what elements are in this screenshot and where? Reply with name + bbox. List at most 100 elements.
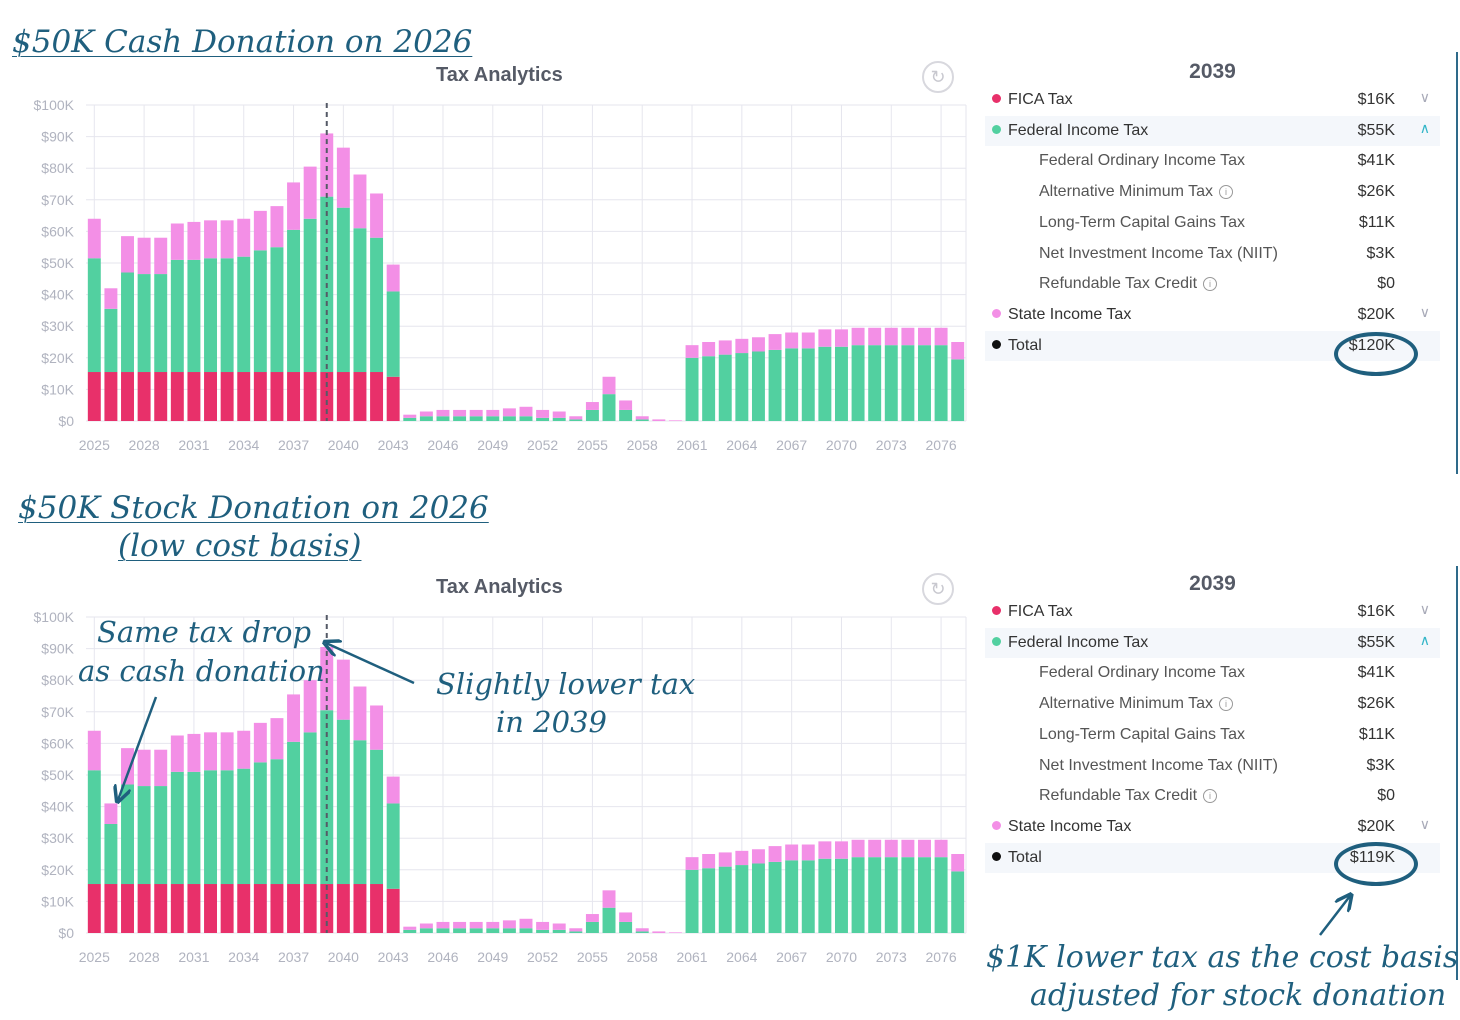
bar-segment bbox=[585, 402, 599, 410]
bar-segment bbox=[370, 372, 384, 421]
bar-segment bbox=[851, 345, 865, 421]
bar-segment bbox=[718, 354, 732, 421]
bar-segment bbox=[403, 414, 417, 418]
reset-icon[interactable]: ↻ bbox=[922, 573, 954, 605]
bar-segment bbox=[320, 133, 334, 197]
bar-segment bbox=[884, 327, 898, 346]
bar-segment bbox=[386, 776, 400, 804]
bar-segment bbox=[469, 921, 483, 929]
tax-row-federal-ordinary-income-tax: Federal Ordinary Income Tax $41K bbox=[985, 146, 1440, 176]
x-tick-label: 2070 bbox=[826, 437, 857, 453]
x-tick-label: 2046 bbox=[427, 949, 458, 965]
tax-row-label: Refundable Tax Credit i bbox=[1039, 787, 1218, 805]
bar-segment bbox=[204, 258, 218, 373]
bar-segment bbox=[386, 376, 400, 421]
bar-segment bbox=[486, 416, 500, 421]
bar-segment bbox=[569, 928, 583, 932]
legend-dot bbox=[992, 339, 1001, 349]
bar-segment bbox=[934, 327, 948, 346]
tax-row-long-term-capital-gains-tax: Long-Term Capital Gains Tax $11K bbox=[985, 208, 1440, 238]
bar-segment bbox=[121, 372, 134, 421]
tax-row-value: $3K bbox=[1366, 756, 1395, 774]
bar-segment bbox=[768, 846, 782, 862]
legend-dot bbox=[992, 636, 1001, 646]
reset-icon[interactable]: ↻ bbox=[922, 61, 954, 93]
bar-segment bbox=[253, 210, 267, 251]
bar-segment bbox=[419, 928, 433, 933]
x-tick-label: 2058 bbox=[627, 949, 658, 965]
chevron-down-icon[interactable]: ∨ bbox=[1419, 601, 1430, 617]
x-tick-label: 2067 bbox=[776, 437, 807, 453]
x-tick-label: 2061 bbox=[676, 437, 707, 453]
bar-segment bbox=[569, 419, 583, 421]
bar-segment bbox=[154, 786, 168, 885]
bar-segment bbox=[204, 884, 218, 933]
bar-segment bbox=[287, 884, 301, 933]
y-tick-label: $10K bbox=[41, 381, 74, 397]
bar-segment bbox=[918, 345, 931, 421]
tax-row-federal-income-tax[interactable]: Federal Income Tax $55K ∧ bbox=[985, 115, 1440, 146]
bar-segment bbox=[751, 337, 765, 352]
tax-row-label: Alternative Minimum Tax i bbox=[1039, 695, 1233, 713]
info-icon[interactable]: i bbox=[1218, 185, 1233, 200]
info-icon[interactable]: i bbox=[1218, 697, 1233, 712]
bar-segment bbox=[785, 348, 799, 421]
bar-segment bbox=[868, 327, 882, 346]
bar-segment bbox=[386, 291, 400, 377]
tax-row-fica-tax[interactable]: FICA Tax $16K ∨ bbox=[985, 597, 1440, 627]
legend-dot bbox=[992, 94, 1001, 103]
tax-row-value: $20K bbox=[1357, 305, 1395, 323]
bar-segment bbox=[287, 741, 301, 885]
tax-row-state-income-tax[interactable]: State Income Tax $20K ∨ bbox=[985, 300, 1440, 330]
bar-segment bbox=[170, 223, 184, 260]
tax-row-value: $41K bbox=[1357, 152, 1395, 170]
x-tick-label: 2052 bbox=[527, 949, 558, 965]
bar-segment bbox=[718, 866, 732, 933]
y-tick-label: $50K bbox=[41, 255, 74, 271]
bar-segment bbox=[336, 147, 350, 208]
chevron-down-icon[interactable]: ∨ bbox=[1419, 89, 1430, 105]
tax-row-federal-income-tax[interactable]: Federal Income Tax $55K ∧ bbox=[985, 627, 1440, 658]
tax-row-value: $26K bbox=[1357, 183, 1395, 201]
bar-segment bbox=[884, 839, 898, 858]
total-highlight-circle bbox=[1334, 842, 1418, 886]
tax-row-label: Total bbox=[992, 337, 1042, 355]
bar-segment bbox=[918, 327, 931, 346]
bar-segment bbox=[602, 890, 616, 908]
tax-row-refundable-tax-credit: Refundable Tax Credit i $0 bbox=[985, 269, 1440, 299]
tax-chart-stock: $0 $10K $20K $30K $40K $50K $60K $70K $80K $90K $1… bbox=[34, 609, 967, 965]
bar-segment bbox=[901, 839, 915, 858]
tax-row-fica-tax[interactable]: FICA Tax $16K ∨ bbox=[985, 85, 1440, 115]
info-icon[interactable]: i bbox=[1203, 277, 1218, 292]
x-tick-label: 2028 bbox=[129, 437, 160, 453]
bar-segment bbox=[635, 419, 649, 421]
bar-segment bbox=[768, 334, 782, 350]
chevron-down-icon[interactable]: ∨ bbox=[1419, 303, 1430, 320]
total-highlight-circle bbox=[1334, 332, 1418, 376]
bar-segment bbox=[253, 250, 267, 373]
x-tick-label: 2034 bbox=[228, 949, 259, 965]
bar-segment bbox=[785, 860, 799, 933]
chevron-up-icon[interactable]: ∧ bbox=[1419, 119, 1430, 136]
tax-row-state-income-tax[interactable]: State Income Tax $20K ∨ bbox=[985, 812, 1440, 842]
legend-dot bbox=[992, 124, 1001, 134]
bar-segment bbox=[204, 372, 218, 421]
x-tick-label: 2031 bbox=[178, 437, 209, 453]
bar-segment bbox=[121, 236, 134, 273]
bar-segment bbox=[536, 409, 550, 418]
chart-title-top: Tax Analytics bbox=[436, 64, 563, 86]
y-tick-label: $0 bbox=[58, 925, 74, 941]
x-tick-label: 2073 bbox=[876, 949, 907, 965]
bar-segment bbox=[635, 416, 649, 420]
tax-row-alternative-minimum-tax: Alternative Minimum Tax i $26K bbox=[985, 689, 1440, 719]
bar-segment bbox=[884, 345, 898, 421]
chevron-down-icon[interactable]: ∨ bbox=[1419, 815, 1430, 832]
bar-segment bbox=[336, 659, 350, 720]
bar-segment bbox=[834, 346, 848, 421]
bar-segment bbox=[635, 928, 649, 932]
tax-row-value: $20K bbox=[1357, 817, 1395, 835]
chevron-up-icon[interactable]: ∧ bbox=[1419, 631, 1430, 648]
bar-segment bbox=[204, 770, 218, 885]
x-tick-label: 2025 bbox=[79, 437, 110, 453]
info-icon[interactable]: i bbox=[1203, 789, 1218, 804]
